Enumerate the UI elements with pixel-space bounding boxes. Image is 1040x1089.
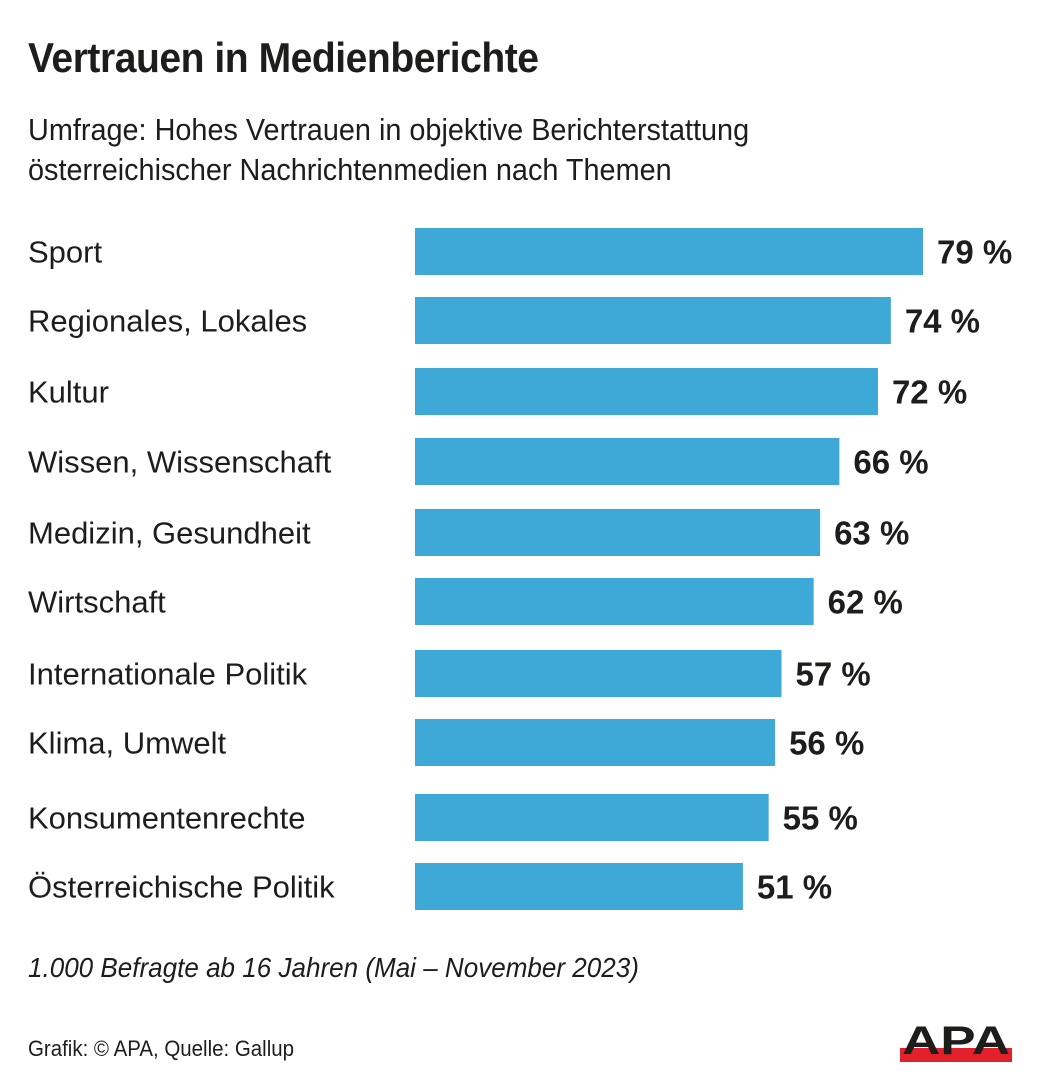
bar	[415, 719, 776, 766]
category-label: Kultur	[28, 375, 109, 410]
bar-row: Sport 79 %	[28, 228, 1012, 275]
bar	[415, 368, 878, 415]
value-label: 79 %	[937, 234, 1012, 271]
category-label: Konsumentenrechte	[28, 801, 305, 836]
category-label: Medizin, Gesundheit	[28, 516, 311, 551]
bar-row: Regionales, Lokales 74 %	[28, 297, 980, 344]
category-label: Österreichische Politik	[28, 870, 335, 905]
logo-text: APA	[902, 1019, 1010, 1063]
bar-row: Wissen, Wissenschaft 66 %	[28, 438, 929, 485]
logo-red-bar	[900, 1048, 1012, 1062]
value-label: 57 %	[796, 656, 871, 693]
bar	[415, 578, 814, 625]
value-label: 63 %	[834, 515, 909, 552]
bar-row: Wirtschaft 62 %	[28, 578, 903, 625]
bar	[415, 438, 840, 485]
chart-subtitle: Umfrage: Hohes Vertrauen in objektive Be…	[28, 110, 749, 190]
bar	[415, 297, 891, 344]
value-label: 74 %	[905, 303, 980, 340]
subtitle-line-1: Umfrage: Hohes Vertrauen in objektive Be…	[28, 112, 750, 147]
value-label: 66 %	[853, 444, 928, 481]
category-label: Sport	[28, 235, 102, 270]
category-label: Internationale Politik	[28, 657, 308, 692]
survey-note: 1.000 Befragte ab 16 Jahren (Mai – Novem…	[28, 952, 639, 983]
source-credit: Grafik: © APA, Quelle: Gallup	[28, 1036, 295, 1061]
value-label: 72 %	[892, 374, 967, 411]
bar-chart: Sport 79 % Regionales, Lokales 74 % Kultur 72…	[28, 228, 1012, 910]
bar	[415, 794, 769, 841]
bar-row: Konsumentenrechte 55 %	[28, 794, 858, 841]
value-label: 56 %	[789, 725, 864, 762]
apa-logo: APA	[900, 1019, 1012, 1063]
bar-row: Kultur 72 %	[28, 368, 967, 415]
value-label: 55 %	[783, 800, 858, 837]
bar	[415, 863, 743, 910]
category-label: Regionales, Lokales	[28, 304, 307, 339]
bar	[415, 650, 782, 697]
category-label: Wirtschaft	[28, 585, 166, 620]
bar-row: Klima, Umwelt 56 %	[28, 719, 864, 766]
bar-row: Medizin, Gesundheit 63 %	[28, 509, 909, 556]
subtitle-line-2: österreichischer Nachrichtenmedien nach …	[28, 152, 672, 187]
bar	[415, 509, 821, 556]
chart-title: Vertrauen in Medienberichte	[28, 34, 539, 81]
category-label: Wissen, Wissenschaft	[28, 445, 332, 480]
value-label: 62 %	[828, 584, 903, 621]
bar-row: Internationale Politik 57 %	[28, 650, 871, 697]
value-label: 51 %	[757, 869, 832, 906]
category-label: Klima, Umwelt	[28, 726, 226, 761]
bar	[415, 228, 923, 275]
bar-row: Österreichische Politik 51 %	[28, 863, 832, 910]
